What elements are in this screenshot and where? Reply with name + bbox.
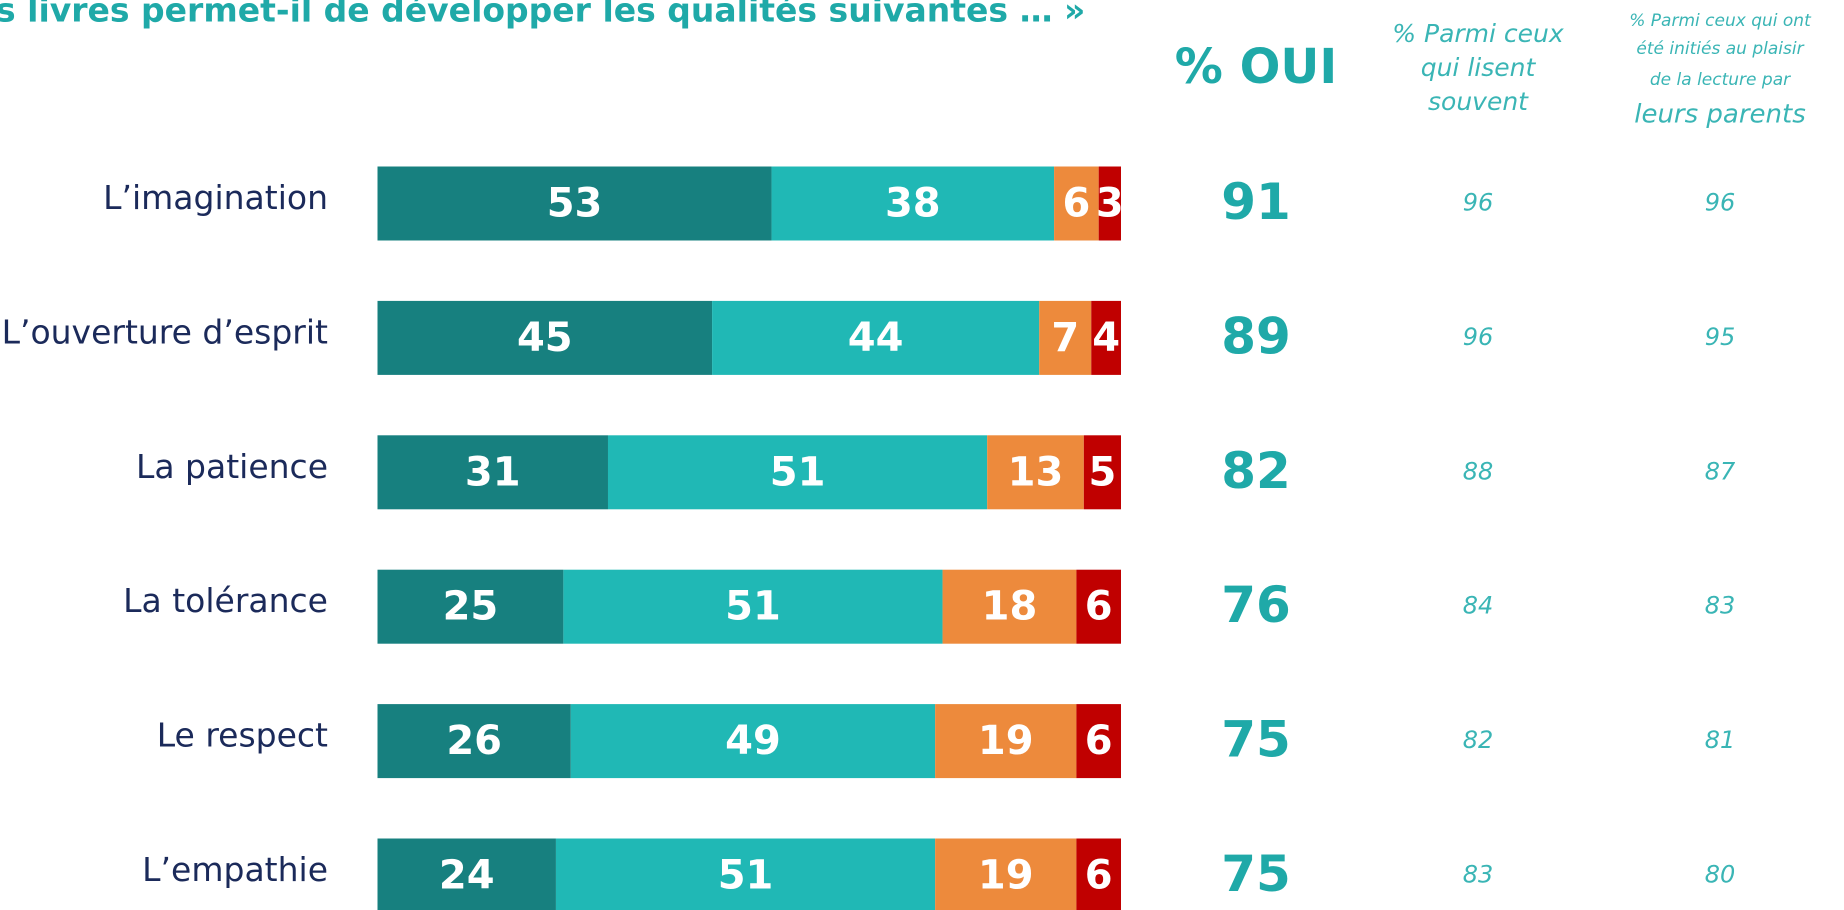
data-label: 26 [446, 718, 502, 764]
data-label: 31 [465, 449, 521, 495]
data-label: 51 [770, 449, 826, 495]
column-value: 96 [1463, 189, 1494, 217]
data-label: 6 [1085, 584, 1113, 630]
bar-segment [377, 838, 556, 910]
chart-title: s livres permet-il de développer les qua… [0, 0, 1085, 30]
data-label: 6 [1062, 181, 1090, 227]
column-value: 80 [1705, 861, 1736, 889]
oui-value: 75 [1221, 711, 1291, 769]
bar-segment [1098, 166, 1121, 241]
oui-value: 89 [1221, 307, 1291, 365]
column-header: leurs parents [1634, 100, 1806, 130]
data-label: 19 [978, 718, 1034, 764]
column-value: 81 [1705, 726, 1736, 754]
data-label: 51 [725, 584, 781, 630]
data-label: 24 [439, 853, 495, 899]
column-value: 84 [1463, 592, 1494, 620]
category-label: La patience [136, 447, 328, 486]
column-header: été initiés au plaisir [1636, 39, 1804, 59]
data-label: 38 [885, 181, 941, 227]
data-label: 6 [1085, 853, 1113, 899]
bar-segment [935, 704, 1077, 779]
column-value: 96 [1705, 189, 1736, 217]
bar-segment [377, 569, 564, 644]
data-label: 45 [517, 315, 573, 361]
oui-value: 82 [1221, 442, 1291, 500]
data-label: 18 [982, 584, 1038, 630]
bar-segment [607, 435, 988, 510]
category-label: Le respect [157, 716, 328, 755]
data-label: 49 [725, 718, 781, 764]
bar-segment [1076, 704, 1121, 779]
bar-segment [771, 166, 1055, 241]
bar-segment [377, 300, 713, 375]
data-label: 19 [978, 853, 1034, 899]
bar-segment [1076, 569, 1121, 644]
column-value: 82 [1463, 726, 1494, 754]
column-value: 83 [1463, 861, 1494, 889]
data-label: 3 [1096, 181, 1124, 227]
category-label: L’imagination [103, 178, 328, 217]
column-header: % Parmi ceux [1392, 19, 1564, 48]
bar-segment [1054, 166, 1099, 241]
data-label: 44 [848, 315, 904, 361]
column-header: souvent [1428, 87, 1529, 116]
bar-segment [942, 569, 1077, 644]
bar-segment [1076, 838, 1121, 910]
data-label: 25 [443, 584, 499, 630]
bar-segment [563, 569, 943, 644]
category-label: La tolérance [123, 581, 328, 620]
bar-segment [1039, 300, 1092, 375]
data-label: 5 [1088, 449, 1116, 495]
data-label: 13 [1008, 449, 1064, 495]
oui-value: 75 [1221, 845, 1291, 903]
bar-segment [987, 435, 1084, 510]
oui-value: 91 [1221, 173, 1291, 231]
bar-segment [570, 704, 936, 779]
data-label: 53 [547, 181, 603, 227]
bar-segment [377, 704, 571, 779]
bar-segment [377, 435, 608, 510]
column-header: % OUI [1175, 39, 1337, 95]
category-label: L’empathie [142, 850, 328, 889]
data-label: 6 [1085, 718, 1113, 764]
oui-value: 76 [1221, 576, 1291, 634]
category-label: L’ouverture d’esprit [2, 312, 328, 351]
bar-segment [935, 838, 1077, 910]
column-value: 95 [1705, 323, 1736, 351]
column-value: 87 [1705, 457, 1736, 485]
bar-segment [377, 166, 772, 241]
column-value: 88 [1463, 457, 1494, 485]
column-header: % Parmi ceux qui ont [1629, 11, 1812, 31]
bar-segment [712, 300, 1040, 375]
column-value: 83 [1705, 592, 1736, 620]
bar-segment [1091, 300, 1121, 375]
data-label: 7 [1051, 315, 1079, 361]
bar-segment [555, 838, 936, 910]
bar-segment [1083, 435, 1121, 510]
data-label: 51 [718, 853, 774, 899]
column-header: qui lisent [1421, 53, 1537, 82]
column-header: de la lecture par [1650, 70, 1791, 90]
data-label: 4 [1092, 315, 1120, 361]
column-value: 96 [1463, 323, 1494, 351]
